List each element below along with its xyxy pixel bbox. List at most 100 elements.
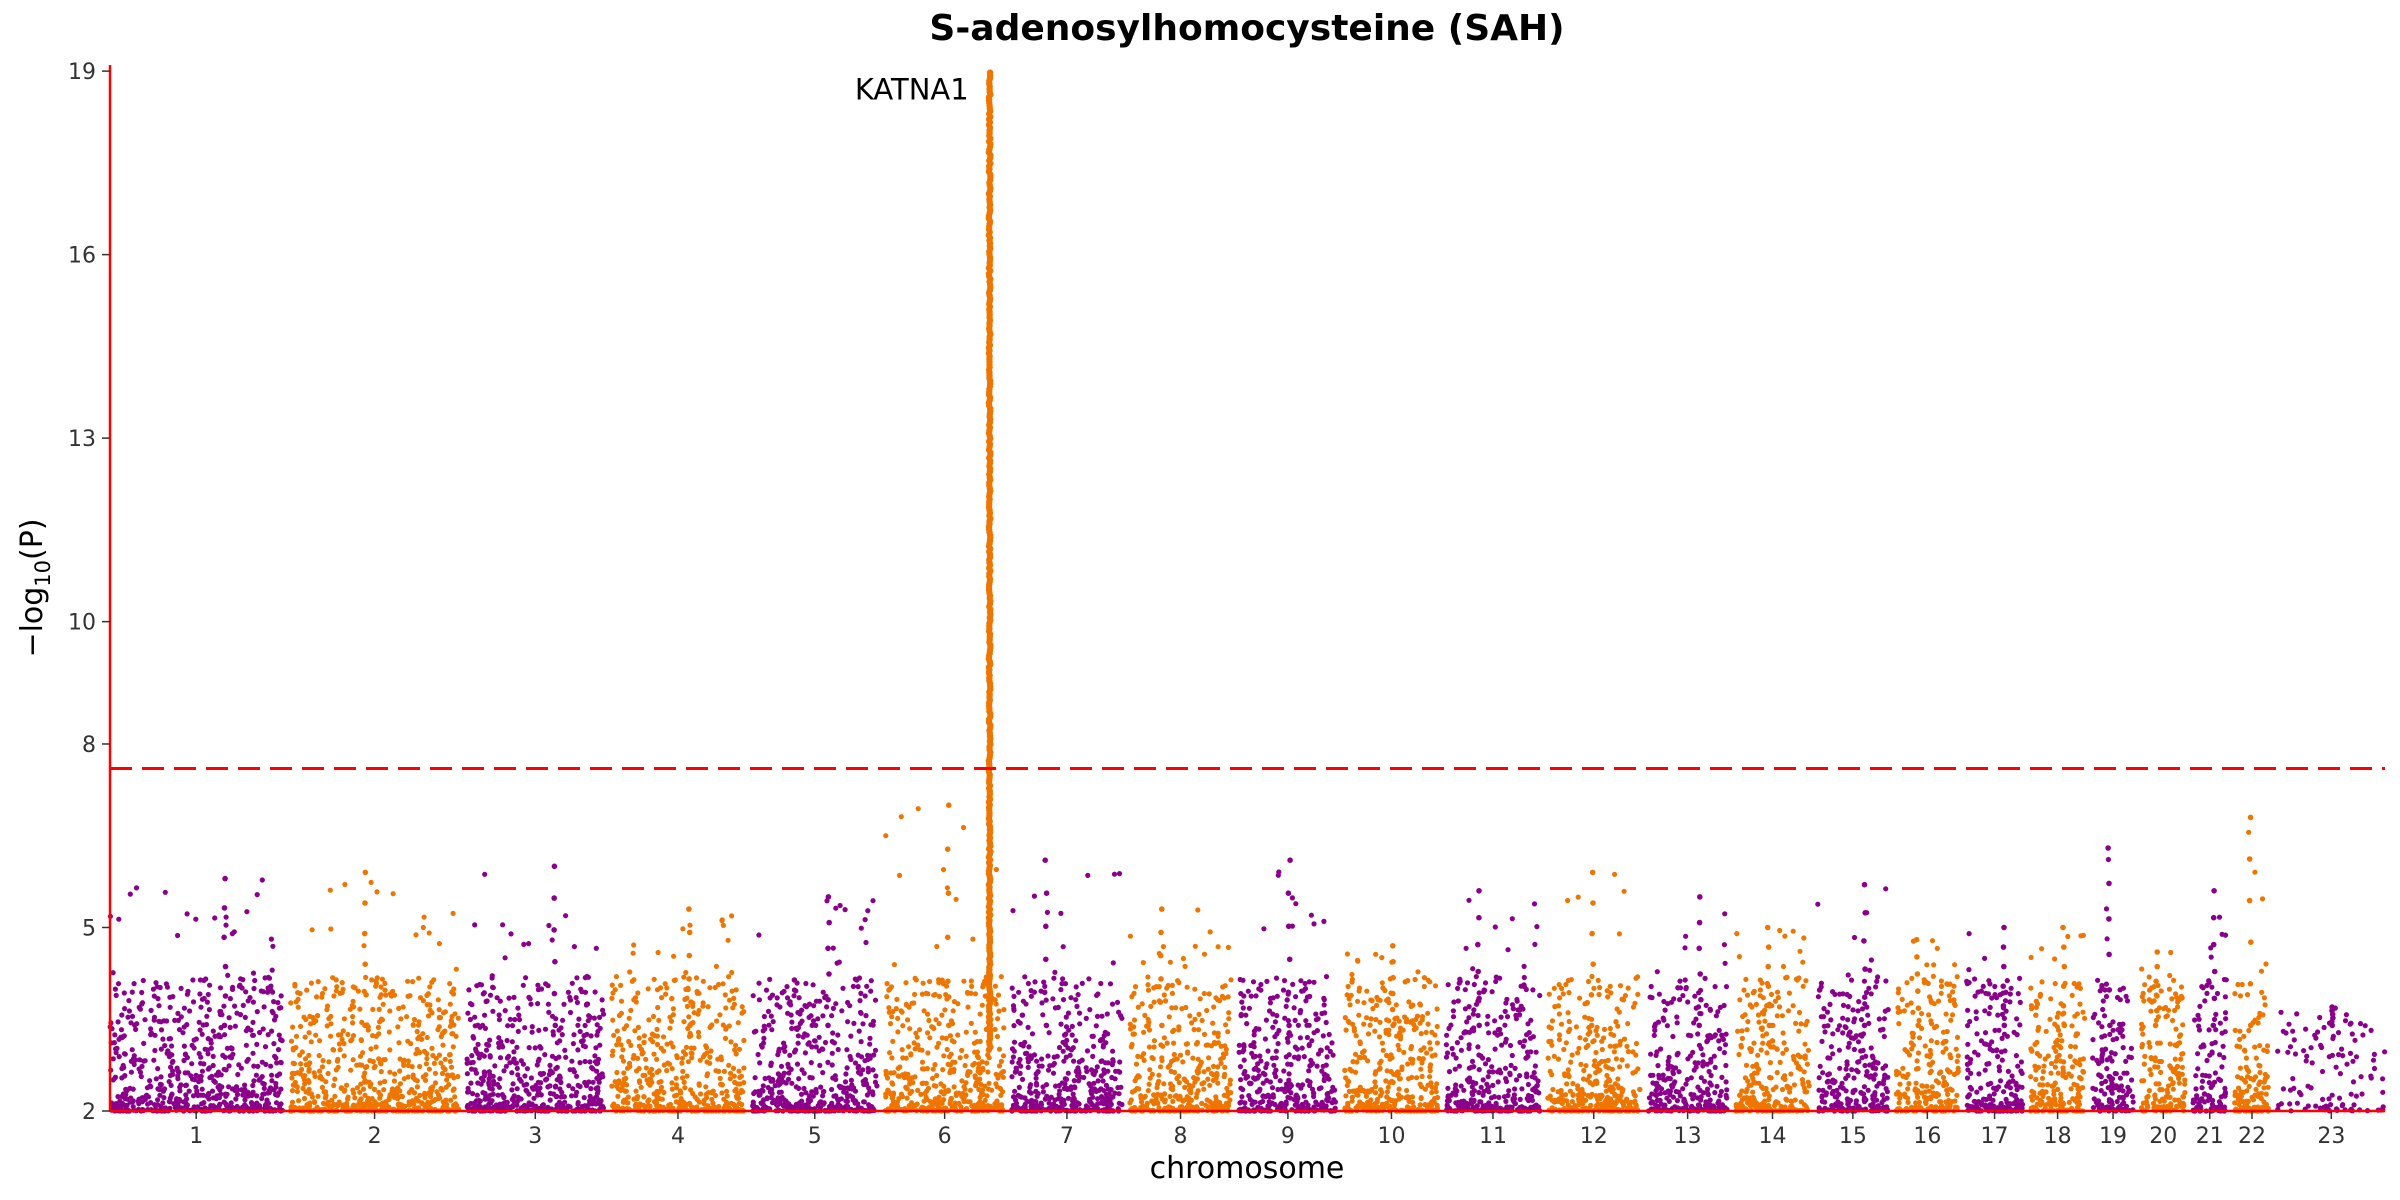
snp-point bbox=[372, 1063, 378, 1069]
snp-point bbox=[585, 974, 592, 980]
snp-point bbox=[236, 1062, 242, 1068]
snp-point bbox=[514, 1102, 520, 1108]
snp-point bbox=[614, 1042, 620, 1048]
chromosome-1-points bbox=[107, 875, 285, 1114]
snp-point bbox=[923, 990, 929, 996]
snp-point bbox=[1071, 1078, 1077, 1084]
snp-point bbox=[425, 1099, 431, 1105]
snp-point bbox=[951, 1084, 957, 1090]
snp-point bbox=[651, 976, 657, 982]
snp-point bbox=[193, 1036, 199, 1042]
snp-point bbox=[590, 1079, 596, 1085]
snp-point bbox=[655, 1004, 661, 1011]
snp-point bbox=[383, 992, 389, 998]
snp-point bbox=[945, 1088, 951, 1094]
snp-point bbox=[896, 872, 903, 879]
snp-point bbox=[1264, 978, 1270, 985]
snp-point bbox=[112, 1032, 118, 1038]
snp-point bbox=[833, 1093, 839, 1099]
snp-point bbox=[1283, 1003, 1289, 1010]
peak-point bbox=[361, 930, 368, 937]
snp-point bbox=[949, 1038, 955, 1044]
snp-point bbox=[126, 998, 132, 1004]
snp-point bbox=[347, 1006, 353, 1012]
snp-point bbox=[909, 1075, 915, 1081]
snp-point bbox=[382, 987, 388, 993]
snp-point bbox=[206, 1007, 212, 1013]
snp-point bbox=[679, 1055, 686, 1061]
snp-point bbox=[472, 922, 478, 928]
snp-point bbox=[620, 1082, 626, 1088]
snp-point bbox=[1010, 1054, 1017, 1060]
snp-point bbox=[621, 1098, 627, 1104]
snp-point bbox=[451, 1075, 457, 1081]
snp-point bbox=[696, 1007, 702, 1014]
snp-point bbox=[440, 1064, 446, 1070]
snp-point bbox=[301, 1074, 307, 1080]
snp-point bbox=[396, 1005, 402, 1012]
snp-point bbox=[1001, 1007, 1007, 1013]
snp-point bbox=[1127, 933, 1133, 939]
snp-point bbox=[307, 1013, 313, 1020]
snp-point bbox=[377, 1080, 383, 1086]
snp-point bbox=[1213, 995, 1219, 1001]
snp-point bbox=[266, 975, 273, 981]
snp-point bbox=[440, 1099, 446, 1105]
snp-point bbox=[575, 1022, 581, 1028]
snp-point bbox=[487, 1053, 493, 1059]
snp-point bbox=[819, 1046, 825, 1052]
snp-point bbox=[425, 1013, 432, 1019]
snp-point bbox=[857, 998, 863, 1004]
snp-point bbox=[1167, 959, 1173, 965]
snp-point bbox=[1227, 1097, 1233, 1103]
snp-point bbox=[190, 977, 196, 983]
snp-point bbox=[906, 1044, 912, 1050]
snp-point bbox=[514, 1098, 521, 1105]
snp-point bbox=[1428, 1080, 1434, 1086]
snp-point bbox=[464, 1071, 470, 1077]
snp-point bbox=[1349, 979, 1355, 985]
snp-point bbox=[190, 999, 197, 1005]
snp-point bbox=[978, 1087, 985, 1093]
snp-point bbox=[172, 1017, 178, 1024]
snp-point bbox=[1303, 998, 1309, 1004]
snp-point bbox=[955, 1001, 961, 1007]
snp-point bbox=[289, 1099, 296, 1105]
snp-point bbox=[631, 942, 637, 948]
snp-point bbox=[428, 1085, 434, 1091]
snp-point bbox=[582, 1058, 588, 1065]
snp-point bbox=[817, 1062, 823, 1068]
snp-point bbox=[671, 953, 677, 959]
snp-point bbox=[447, 1052, 453, 1058]
snp-point bbox=[610, 1017, 616, 1023]
snp-point bbox=[344, 1104, 350, 1110]
snp-point bbox=[930, 1075, 936, 1081]
snp-point bbox=[1248, 1080, 1254, 1086]
snp-point bbox=[641, 1094, 647, 1100]
snp-point bbox=[509, 1039, 515, 1045]
snp-point bbox=[193, 1084, 199, 1090]
snp-point bbox=[1156, 1072, 1162, 1078]
snp-point bbox=[244, 1058, 250, 1064]
snp-point bbox=[1257, 1086, 1263, 1092]
snp-point bbox=[886, 1009, 892, 1015]
snp-point bbox=[858, 1071, 864, 1077]
snp-point bbox=[400, 1004, 406, 1010]
snp-point bbox=[1170, 1083, 1176, 1089]
snp-point bbox=[439, 1087, 445, 1093]
snp-point bbox=[126, 1008, 132, 1014]
snp-point bbox=[470, 1059, 476, 1065]
snp-point bbox=[221, 1066, 227, 1072]
snp-point bbox=[294, 1088, 300, 1095]
snp-point bbox=[192, 1077, 198, 1083]
snp-point bbox=[298, 1061, 304, 1067]
snp-point bbox=[448, 1064, 455, 1070]
snp-point bbox=[250, 1019, 256, 1025]
snp-point bbox=[157, 1092, 163, 1098]
snp-point bbox=[187, 1008, 193, 1014]
snp-point bbox=[436, 1007, 442, 1013]
snp-point bbox=[1184, 984, 1190, 990]
snp-point bbox=[704, 1073, 710, 1079]
snp-point bbox=[250, 999, 256, 1005]
snp-point bbox=[614, 1069, 620, 1076]
